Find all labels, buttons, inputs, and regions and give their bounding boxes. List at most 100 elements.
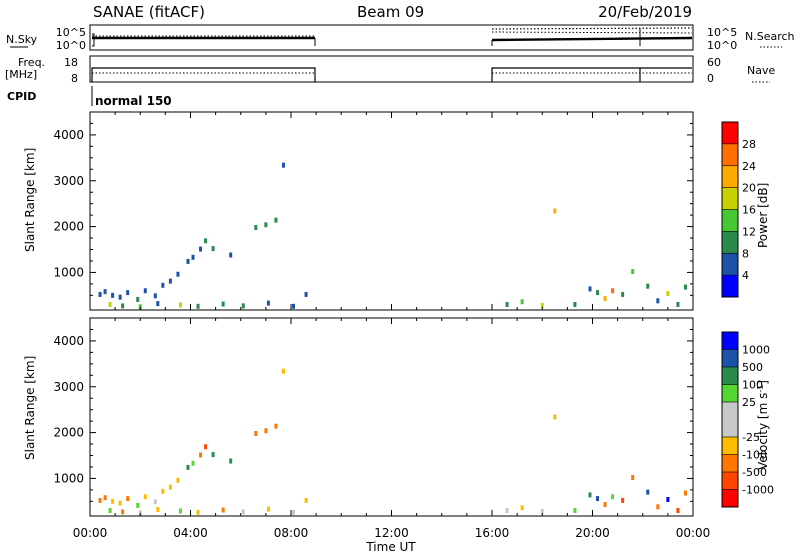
scatter-point [588,286,592,292]
colorbar-swatch [722,253,738,276]
scatter-point [118,294,122,300]
scatter-point [683,284,687,290]
scatter-point [520,299,524,305]
scatter-point [274,423,278,429]
colorbar-tick-label: 28 [742,138,756,151]
velocity-points-group [98,368,687,516]
colorbar-swatch [722,165,738,188]
scatter-point [103,495,107,501]
scatter-point [676,302,680,307]
power-points-group [98,162,687,310]
colorbar-swatch [722,332,738,350]
scatter-point [264,428,268,434]
scatter-point [241,303,245,309]
scatter-point [611,494,615,500]
scatter-point [176,271,180,277]
nsky-edge-1 [92,33,95,47]
freq-tick-top: 18 [64,56,78,69]
nave-label: Nave [747,64,775,77]
scatter-point [676,508,680,513]
scatter-point [573,302,577,307]
freq-trace-2 [491,67,692,82]
colorbar-swatch [722,231,738,254]
scatter-point [553,208,557,214]
scatter-point [292,303,296,309]
colorbar-tick-label: 100 [742,379,763,392]
colorbar-swatch [722,349,738,367]
scatter-point [221,301,225,307]
power-colorbar-label: Power [dB] [756,183,770,248]
colorbar-swatch [722,209,738,232]
scatter-point [588,492,592,498]
colorbar-swatch [722,419,738,437]
scatter-point [211,452,215,458]
scatter-point [266,300,270,306]
x-tick-label: 16:00 [475,526,510,540]
velocity-colorbar: 1000 500 100 25 -25 -100 -500 -1000 [721,331,774,508]
scatter-point [254,431,258,436]
scatter-point [186,464,190,470]
scatter-point [126,496,130,502]
colorbar-tick-label: -500 [742,466,767,479]
colorbar-swatch [722,472,738,490]
scatter-point [118,500,122,506]
scatter-point [274,217,278,223]
scatter-point [136,502,140,508]
scatter-point [168,484,172,490]
x-axis-label: Time UT [365,540,416,554]
scatter-point [229,252,233,258]
nsky-tick-bottom: 10^0 [56,39,86,52]
scatter-point [138,304,142,310]
beam-title: Beam 09 [357,3,424,21]
scatter-point [168,278,172,284]
scatter-point [138,510,142,516]
y-tick-label: 3000 [53,174,84,188]
colorbar-tick-label: 4 [742,269,749,282]
velocity-colorbar-label: Velocity [m s-1] [756,380,771,470]
y-tick-label: 4000 [53,128,84,142]
scatter-point [229,458,233,464]
scatter-point [666,291,670,296]
freq-trace-1 [91,67,316,82]
nsky-panel-frame [89,24,694,51]
scatter-point [176,477,180,483]
scatter-point [98,497,102,503]
scatter-point [199,452,203,458]
power-ylabel: Slant Range [km] [23,148,37,252]
nsearch-trace-3 [491,31,693,34]
colorbar-tick-label: 500 [742,361,763,374]
date-title: 20/Feb/2019 [598,3,692,21]
power-colorbar: 4 8 12 16 20 24 28 [721,121,756,298]
scatter-point [191,254,195,260]
y-tick-label: 3000 [53,380,84,394]
scatter-point [646,283,650,289]
scatter-point [196,509,200,515]
scatter-point [646,489,650,495]
scatter-point [304,497,308,503]
scatter-point [264,222,268,228]
freq-unit-label: [MHz] [5,68,37,81]
colorbar-swatch [722,275,738,297]
colorbar-tick-label: 16 [742,204,756,217]
scatter-point [621,497,625,503]
scatter-point [186,258,190,264]
colorbar-tick-label: -1000 [742,484,774,497]
colorbar-tick-label: 12 [742,225,756,238]
scatter-point [540,302,544,308]
power-panel-frame [89,111,694,311]
scatter-point [603,502,607,508]
y-tick-label: 1000 [53,471,84,485]
scatter-point [98,291,102,297]
scatter-point [505,508,509,513]
x-tick-label: 00:00 [676,526,711,540]
velocity-ylabel: Slant Range [km] [23,356,37,460]
freq-tick-bottom: 8 [71,72,78,85]
scatter-point [292,509,296,515]
colorbar-tick-label: -25 [742,431,760,444]
scatter-point [631,475,635,480]
scatter-point [505,302,509,307]
scatter-point [656,298,660,304]
scatter-point [153,499,157,505]
colorbar-tick-label: 1000 [742,344,770,357]
nave-tick-bottom: 0 [707,72,714,85]
